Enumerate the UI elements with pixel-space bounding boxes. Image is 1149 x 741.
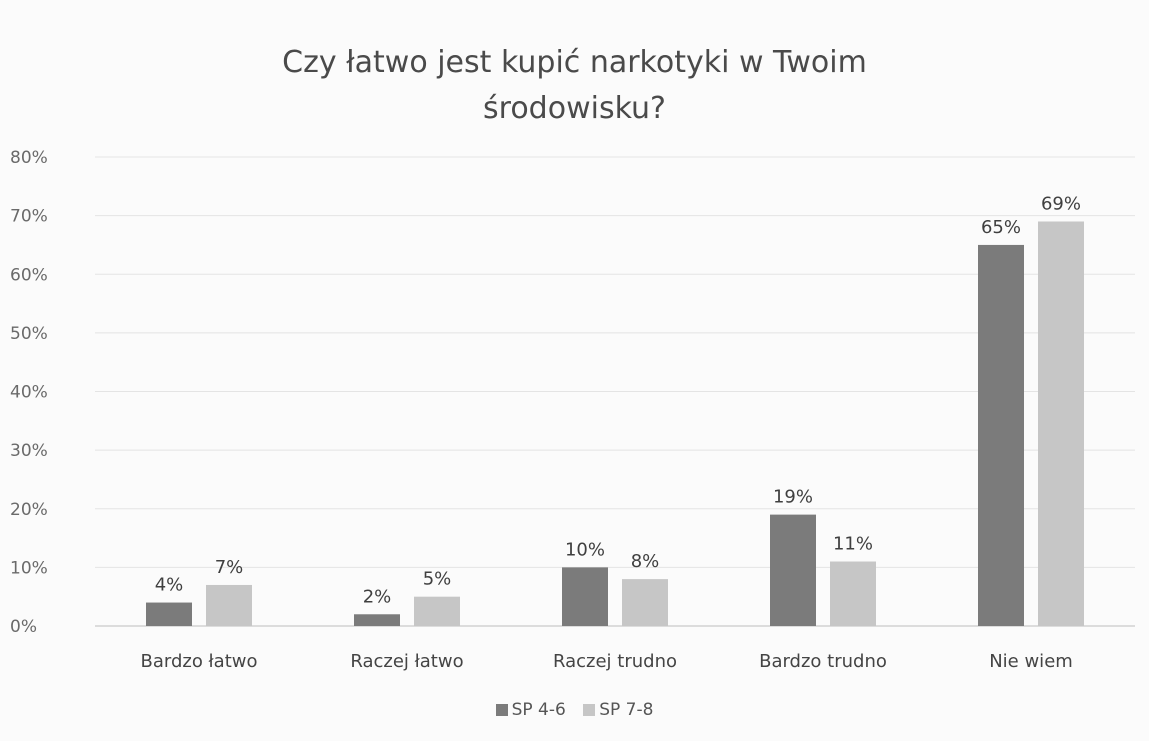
bar xyxy=(206,584,252,626)
legend-label-series-1: SP 4-6 xyxy=(511,700,566,720)
legend-item-series-1: SP 4-6 xyxy=(495,700,566,720)
chart-title-line-1: Czy łatwo jest kupić narkotyki w Twoim xyxy=(282,45,867,80)
data-label: 10% xyxy=(565,539,605,560)
x-tick-label: Bardzo łatwo xyxy=(140,651,257,672)
legend-swatch-series-2 xyxy=(583,704,596,716)
y-tick-label: 10% xyxy=(10,558,48,578)
data-label: 5% xyxy=(423,569,452,590)
x-tick-label: Raczej łatwo xyxy=(350,651,463,672)
bar xyxy=(146,602,192,626)
data-label: 19% xyxy=(773,487,813,508)
x-tick-label: Bardzo trudno xyxy=(759,651,887,672)
x-tick-label: Raczej trudno xyxy=(553,651,677,672)
bar xyxy=(978,244,1024,626)
data-label: 8% xyxy=(631,551,660,572)
legend: SP 4-6 SP 7-8 xyxy=(0,700,1149,720)
legend-item-series-2: SP 7-8 xyxy=(583,700,653,720)
y-tick-label: 60% xyxy=(10,265,48,285)
data-label: 65% xyxy=(981,217,1021,238)
bar xyxy=(830,561,876,626)
bar xyxy=(354,614,400,626)
bar xyxy=(414,596,460,626)
bar xyxy=(562,567,608,626)
y-tick-label: 20% xyxy=(10,500,48,520)
chart-title: Czy łatwo jest kupić narkotyki w Twoim ś… xyxy=(0,40,1149,132)
data-label: 7% xyxy=(215,557,244,578)
legend-swatch-series-1 xyxy=(495,704,508,716)
x-tick-label: Nie wiem xyxy=(989,651,1073,672)
y-tick-label: 0% xyxy=(10,617,37,637)
legend-label-series-2: SP 7-8 xyxy=(599,700,654,720)
bar xyxy=(622,579,668,626)
y-tick-label: 80% xyxy=(10,148,48,168)
y-tick-label: 30% xyxy=(10,441,48,461)
chart-title-line-2: środowisku? xyxy=(483,91,666,126)
y-tick-label: 40% xyxy=(10,383,48,403)
data-label: 69% xyxy=(1041,193,1081,214)
bar xyxy=(1038,221,1084,627)
data-label: 11% xyxy=(833,534,873,555)
y-tick-label: 70% xyxy=(10,207,48,227)
data-label: 4% xyxy=(155,575,184,596)
bar xyxy=(770,514,816,626)
data-label: 2% xyxy=(363,586,392,607)
y-tick-label: 50% xyxy=(10,324,48,344)
